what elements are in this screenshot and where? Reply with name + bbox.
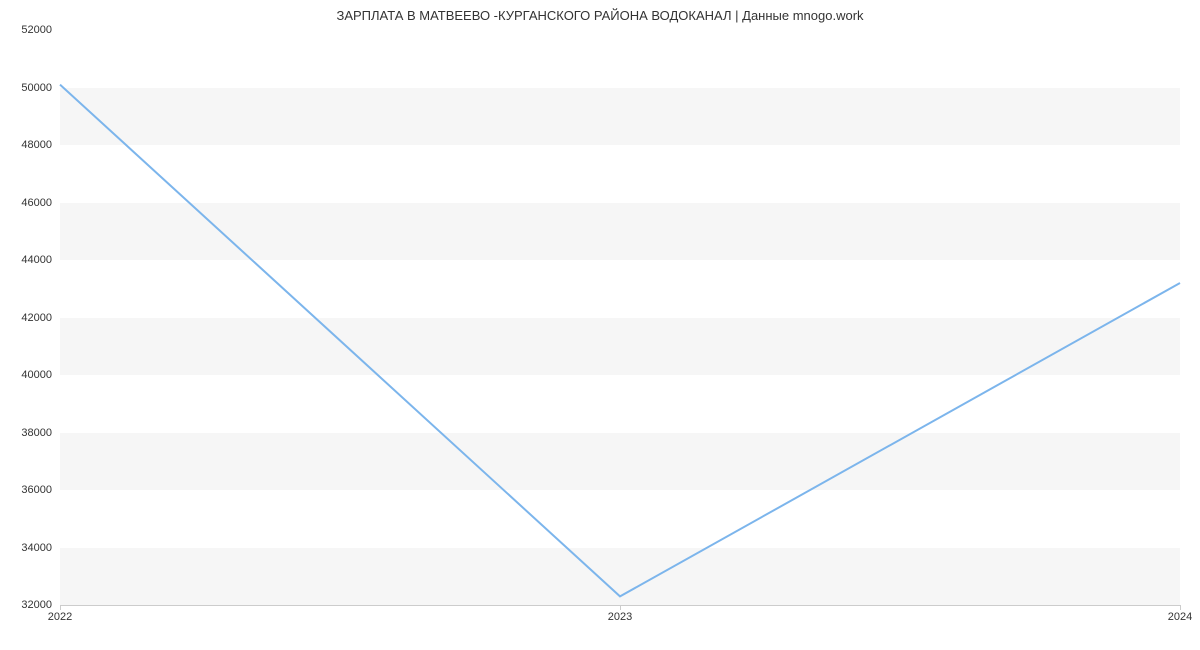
y-tick-label: 52000 <box>21 24 52 36</box>
y-tick-label: 48000 <box>21 139 52 151</box>
x-tick-label: 2022 <box>48 611 72 623</box>
line-series <box>60 30 1180 605</box>
y-tick-label: 34000 <box>21 542 52 554</box>
y-tick-label: 44000 <box>21 254 52 266</box>
x-tick-mark <box>60 605 61 610</box>
y-tick-label: 50000 <box>21 82 52 94</box>
y-tick-label: 40000 <box>21 369 52 381</box>
x-tick-label: 2024 <box>1168 611 1192 623</box>
chart-title: ЗАРПЛАТА В МАТВЕЕВО -КУРГАНСКОГО РАЙОНА … <box>0 8 1200 23</box>
y-tick-label: 46000 <box>21 197 52 209</box>
chart-container: ЗАРПЛАТА В МАТВЕЕВО -КУРГАНСКОГО РАЙОНА … <box>0 0 1200 650</box>
y-tick-label: 42000 <box>21 312 52 324</box>
y-tick-label: 36000 <box>21 484 52 496</box>
y-tick-label: 38000 <box>21 427 52 439</box>
series-line <box>60 85 1180 597</box>
x-tick-mark <box>620 605 621 610</box>
x-tick-label: 2023 <box>608 611 632 623</box>
plot-area: 3200034000360003800040000420004400046000… <box>60 30 1180 605</box>
y-tick-label: 32000 <box>21 599 52 611</box>
x-tick-mark <box>1180 605 1181 610</box>
